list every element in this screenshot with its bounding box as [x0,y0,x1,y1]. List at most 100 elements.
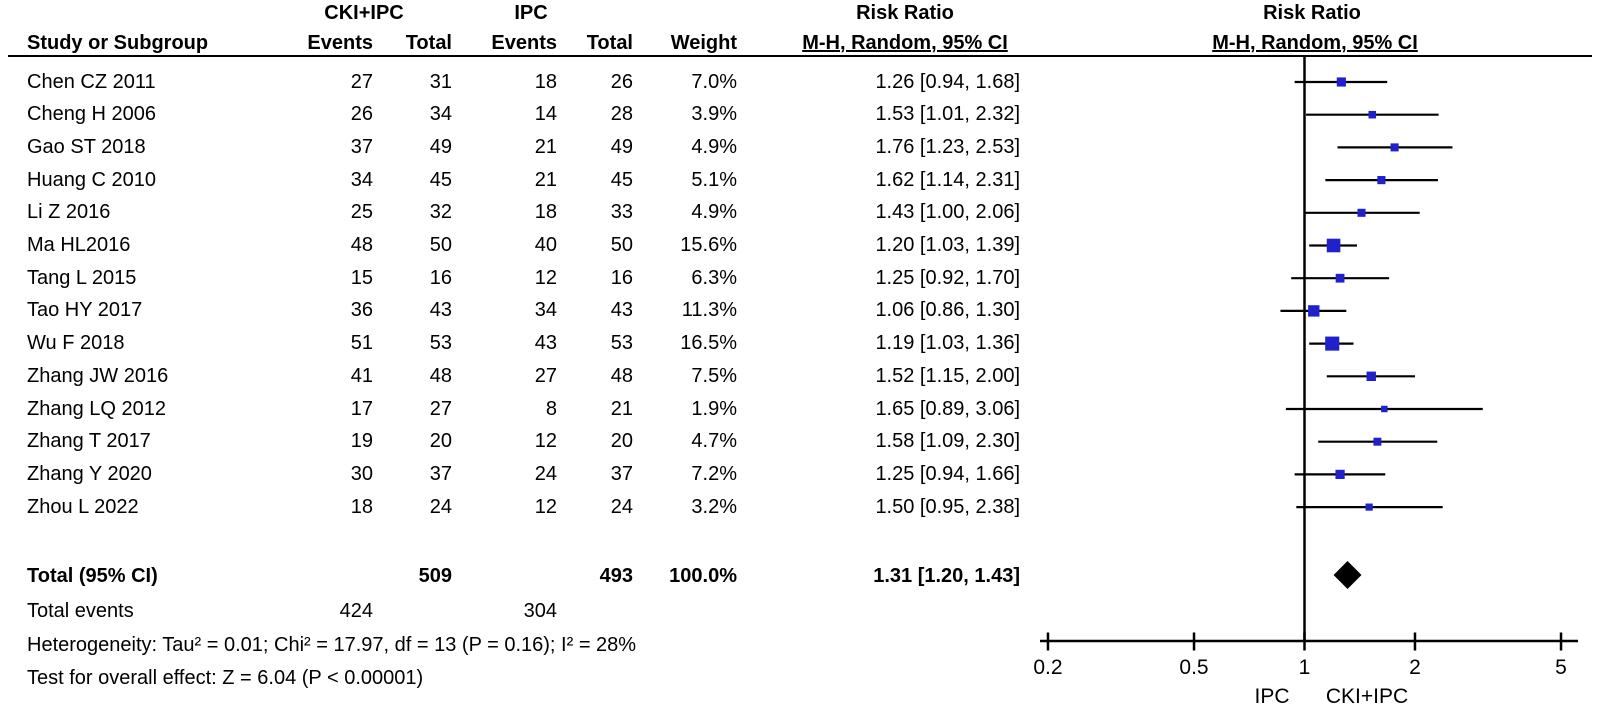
study-row: Tang L 2015 15 16 12 16 6.3% 1.25 [0.92, 1.70] [0,262,1600,295]
total-n-treatment: 509 [418,565,452,587]
control-total: 21 [610,397,633,420]
overall-effect-stats: Test for overall effect: Z = 6.04 (P < 0… [27,667,424,689]
control-total: 16 [610,266,633,289]
control-events: 43 [534,332,557,355]
control-total: 24 [610,495,633,518]
rr-column-title: Risk Ratio [856,2,954,24]
axis-tick-label: 0.5 [1179,656,1208,679]
total-row: Total (95% CI) 509 493 100.0% 1.31 [1.20… [0,560,1600,593]
treatment-total: 43 [429,299,452,322]
rr-column-subtitle: M-H, Random, 95% CI [802,32,1008,54]
control-events: 27 [534,364,557,387]
study-rr-estimate: 1.52 [1.15, 2.00] [875,364,1020,387]
study-name: Zhang JW 2016 [27,364,169,387]
control-total: 43 [610,299,633,322]
control-events: 12 [534,430,557,453]
study-name: Ma HL2016 [27,234,131,256]
study-weight: 16.5% [680,332,737,355]
control-total: 53 [610,332,633,355]
treatment-total: 37 [429,462,452,485]
study-name: Li Z 2016 [27,201,111,224]
study-weight: 3.9% [691,103,737,126]
study-rr-estimate: 1.25 [0.92, 1.70] [875,266,1020,289]
study-name: Cheng H 2006 [27,103,156,126]
axis-tick-label: 0.2 [1033,656,1062,679]
study-name: Tao HY 2017 [27,299,143,322]
study-weight: 7.5% [691,364,737,387]
study-row: Cheng H 2006 26 34 14 28 3.9% 1.53 [1.01, 2.32… [0,98,1600,131]
control-events: 14 [534,103,557,126]
treatment-events: 36 [350,299,373,322]
treatment-events: 25 [350,201,373,224]
treatment-events: 18 [350,495,373,518]
treatment-events: 26 [350,103,373,126]
treatment-events: 19 [350,430,373,453]
study-row: Zhou L 2022 18 24 12 24 3.2% 1.50 [0.95, 2.38] [0,491,1600,524]
control-events: 18 [534,70,557,93]
control-events: 12 [534,495,557,518]
events2-column-header: Events [491,32,557,54]
treatment-total: 50 [429,234,452,256]
control-total: 33 [610,201,633,224]
total-events-control: 304 [523,600,557,622]
study-weight: 4.7% [691,430,737,453]
control-events: 21 [534,135,557,158]
control-total: 49 [610,135,633,158]
study-weight: 4.9% [691,135,737,158]
study-rr-estimate: 1.20 [1.03, 1.39] [875,234,1020,256]
axis-tick-label: 1 [1299,656,1311,679]
treatment-total: 45 [429,168,452,191]
study-name: Wu F 2018 [27,332,125,355]
weight-column-header: Weight [670,32,737,54]
control-events: 8 [545,397,557,420]
treatment-events: 48 [350,234,373,256]
control-total: 50 [610,234,633,256]
group1-header: CKI+IPC [324,2,404,24]
treatment-total: 32 [429,201,452,224]
study-rr-estimate: 1.50 [0.95, 2.38] [875,495,1020,518]
study-rr-estimate: 1.58 [1.09, 2.30] [875,430,1020,453]
control-total: 20 [610,430,633,453]
study-name: Tang L 2015 [27,266,137,289]
axis-tick-label: 5 [1555,656,1567,679]
study-row: Wu F 2018 51 53 43 53 16.5% 1.19 [1.03, 1.36] [0,327,1600,360]
treatment-total: 24 [429,495,452,518]
study-rr-estimate: 1.06 [0.86, 1.30] [875,299,1020,322]
total-rr-estimate: 1.31 [1.20, 1.43] [873,565,1020,587]
study-rr-estimate: 1.53 [1.01, 2.32] [875,103,1020,126]
study-weight: 7.2% [691,462,737,485]
treatment-total: 34 [429,103,452,126]
study-name: Zhang T 2017 [27,430,151,453]
study-name: Zhou L 2022 [27,495,139,518]
study-weight: 7.0% [691,70,737,93]
control-events: 40 [534,234,557,256]
study-rr-estimate: 1.43 [1.00, 2.06] [875,201,1020,224]
control-total: 45 [610,168,633,191]
study-row: Li Z 2016 25 32 18 33 4.9% 1.43 [1.00, 2.06] [0,196,1600,229]
total1-column-header: Total [405,32,452,54]
study-row: Gao ST 2018 37 49 21 49 4.9% 1.76 [1.23, 2.53] [0,131,1600,164]
control-total: 26 [610,70,633,93]
treatment-events: 34 [350,168,373,191]
plot-subtitle: M-H, Random, 95% CI [1212,32,1418,54]
study-row: Zhang Y 2020 30 37 24 37 7.2% 1.25 [0.94, 1.66… [0,458,1600,491]
study-rr-estimate: 1.26 [0.94, 1.68] [875,70,1020,93]
study-weight: 6.3% [691,266,737,289]
study-row: Zhang LQ 2012 17 27 8 21 1.9% 1.65 [0.89, 3.06… [0,393,1600,426]
study-column-header: Study or Subgroup [27,32,209,54]
group2-header: IPC [514,2,548,24]
study-name: Huang C 2010 [27,168,156,191]
study-name: Zhang LQ 2012 [27,397,166,420]
control-total: 28 [610,103,633,126]
study-rr-estimate: 1.19 [1.03, 1.36] [875,332,1020,355]
treatment-events: 27 [350,70,373,93]
total-events-row: Total events 424 304 [0,595,1600,628]
treatment-total: 27 [429,397,452,420]
treatment-total: 20 [429,430,452,453]
plot-title: Risk Ratio [1263,2,1361,24]
study-weight: 5.1% [691,168,737,191]
treatment-events: 30 [350,462,373,485]
treatment-total: 16 [429,266,452,289]
control-events: 18 [534,201,557,224]
control-total: 48 [610,364,633,387]
